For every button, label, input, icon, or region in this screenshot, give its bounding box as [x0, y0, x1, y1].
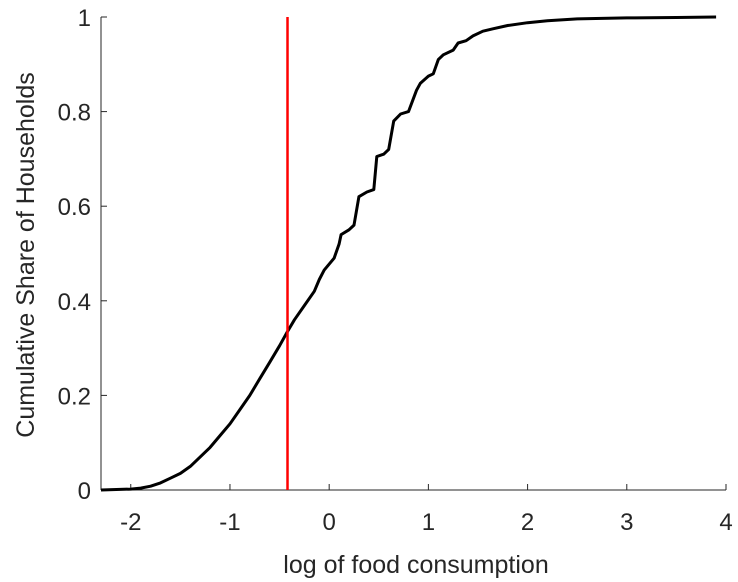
plot-area [100, 15, 717, 492]
y-tick-label: 0 [78, 478, 91, 505]
x-tick-label: -2 [120, 509, 141, 536]
x-tick-label: 3 [620, 509, 633, 536]
y-tick-label: 0.6 [58, 194, 91, 221]
cdf-line [100, 15, 717, 492]
y-tick-label: 0.4 [58, 289, 91, 316]
y-tick-label: 1 [78, 5, 91, 32]
y-axis-label: Cumulative Share of Households [12, 72, 40, 437]
y-tick-label: 0.8 [58, 100, 91, 127]
x-tick-label: -1 [219, 509, 240, 536]
x-axis-label: log of food consumption [283, 551, 548, 579]
x-tick-label: 2 [521, 509, 534, 536]
y-tick-label: 0.2 [58, 383, 91, 410]
x-tick-label: 1 [422, 509, 435, 536]
axes: -2 -1 0 1 2 3 4 0 0.2 0.4 0.6 0.8 1 [58, 5, 733, 536]
x-tick-label: 4 [719, 509, 732, 536]
x-tick-label: 0 [322, 509, 335, 536]
